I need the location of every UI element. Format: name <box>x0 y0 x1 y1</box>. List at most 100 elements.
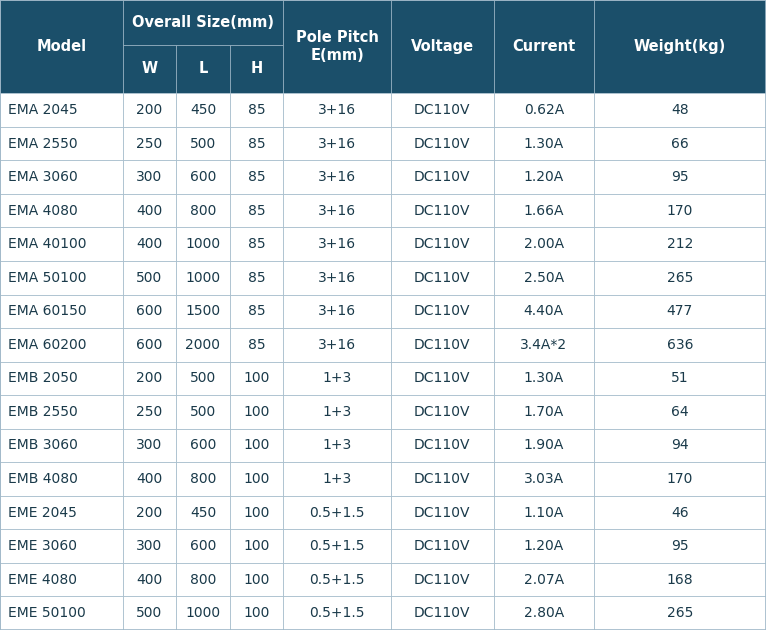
Bar <box>283 529 391 563</box>
Bar <box>594 194 766 227</box>
Text: 212: 212 <box>666 238 693 251</box>
Text: 3+16: 3+16 <box>318 238 356 251</box>
Text: 400: 400 <box>136 573 162 587</box>
Bar <box>283 194 391 227</box>
Bar <box>594 93 766 127</box>
Bar <box>230 529 283 563</box>
Bar <box>230 127 283 161</box>
Bar <box>123 328 176 362</box>
Bar <box>283 462 391 496</box>
Text: 48: 48 <box>671 103 689 117</box>
Text: 3.4A*2: 3.4A*2 <box>520 338 568 352</box>
Bar <box>0 127 123 161</box>
Text: 450: 450 <box>190 103 216 117</box>
Text: 300: 300 <box>136 539 162 553</box>
Bar <box>494 597 594 630</box>
Text: DC110V: DC110V <box>414 438 470 452</box>
Text: 100: 100 <box>244 606 270 620</box>
Bar <box>594 597 766 630</box>
Bar <box>123 227 176 261</box>
Text: DC110V: DC110V <box>414 472 470 486</box>
Bar <box>283 362 391 395</box>
Bar <box>123 529 176 563</box>
Text: 85: 85 <box>247 304 266 318</box>
Bar <box>176 496 230 529</box>
Text: 85: 85 <box>247 271 266 285</box>
Text: 1+3: 1+3 <box>322 405 352 419</box>
Bar <box>391 328 494 362</box>
Bar <box>176 529 230 563</box>
Bar <box>176 462 230 496</box>
Bar <box>494 462 594 496</box>
Text: DC110V: DC110V <box>414 304 470 318</box>
Text: EMB 3060: EMB 3060 <box>8 438 77 452</box>
Text: 1.20A: 1.20A <box>524 170 564 184</box>
Text: 2.07A: 2.07A <box>524 573 564 587</box>
Text: 600: 600 <box>190 170 216 184</box>
Bar <box>283 328 391 362</box>
Bar <box>176 127 230 161</box>
Bar <box>176 194 230 227</box>
Bar <box>0 227 123 261</box>
Bar <box>494 194 594 227</box>
Bar <box>594 0 766 93</box>
Text: 3+16: 3+16 <box>318 304 356 318</box>
Text: 600: 600 <box>136 304 162 318</box>
Bar <box>230 295 283 328</box>
Bar <box>391 563 494 597</box>
Text: 400: 400 <box>136 472 162 486</box>
Text: 66: 66 <box>671 137 689 151</box>
Text: 500: 500 <box>190 137 216 151</box>
Bar <box>0 395 123 429</box>
Text: 100: 100 <box>244 506 270 520</box>
Bar <box>230 328 283 362</box>
Text: 95: 95 <box>671 539 689 553</box>
Text: 1000: 1000 <box>185 271 221 285</box>
Bar <box>0 597 123 630</box>
Text: 0.5+1.5: 0.5+1.5 <box>309 606 365 620</box>
Bar <box>176 261 230 295</box>
Text: EME 4080: EME 4080 <box>8 573 77 587</box>
Text: 85: 85 <box>247 338 266 352</box>
Text: EMA 4080: EMA 4080 <box>8 203 77 217</box>
Text: 3+16: 3+16 <box>318 203 356 217</box>
Bar <box>594 529 766 563</box>
Bar <box>230 161 283 194</box>
Text: 85: 85 <box>247 203 266 217</box>
Bar <box>283 428 391 462</box>
Bar <box>391 161 494 194</box>
Text: 250: 250 <box>136 137 162 151</box>
Text: 100: 100 <box>244 573 270 587</box>
Text: 3+16: 3+16 <box>318 271 356 285</box>
Text: 1.66A: 1.66A <box>524 203 564 217</box>
Text: 200: 200 <box>136 506 162 520</box>
Bar <box>283 261 391 295</box>
Text: 1000: 1000 <box>185 238 221 251</box>
Text: EMA 40100: EMA 40100 <box>8 238 86 251</box>
Text: 2.00A: 2.00A <box>524 238 564 251</box>
Text: 2.50A: 2.50A <box>524 271 564 285</box>
Bar <box>494 496 594 529</box>
Bar <box>0 261 123 295</box>
Bar <box>494 227 594 261</box>
Bar <box>283 127 391 161</box>
Bar <box>594 161 766 194</box>
Text: 600: 600 <box>136 338 162 352</box>
Bar <box>594 227 766 261</box>
Bar <box>123 93 176 127</box>
Bar <box>594 428 766 462</box>
Bar <box>391 462 494 496</box>
Bar <box>176 227 230 261</box>
Bar <box>230 597 283 630</box>
Text: 500: 500 <box>190 372 216 386</box>
Text: 265: 265 <box>666 606 693 620</box>
Bar <box>230 194 283 227</box>
Bar <box>594 261 766 295</box>
Text: Current: Current <box>512 39 575 54</box>
Text: 85: 85 <box>247 170 266 184</box>
Text: 95: 95 <box>671 170 689 184</box>
Bar <box>494 127 594 161</box>
Text: Pole Pitch
E(mm): Pole Pitch E(mm) <box>296 30 378 63</box>
Bar <box>123 127 176 161</box>
Text: 800: 800 <box>190 573 216 587</box>
